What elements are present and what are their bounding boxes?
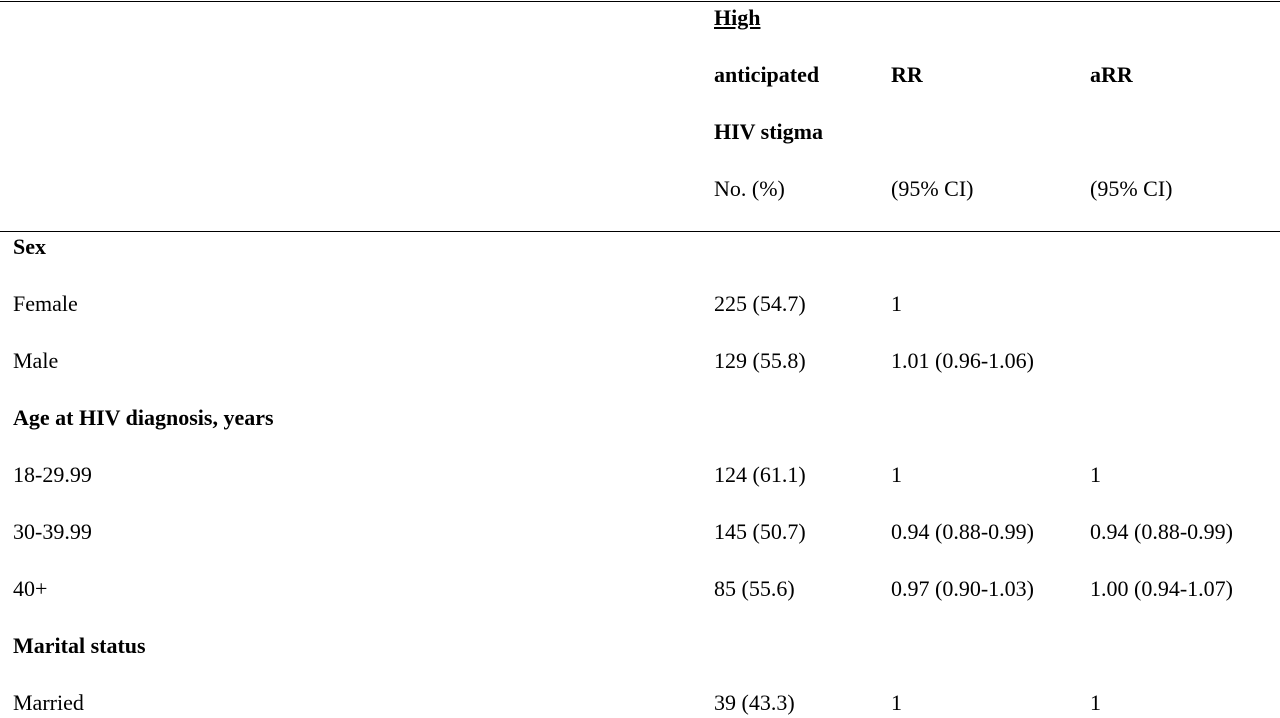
header-text: anticipated — [714, 62, 820, 87]
row-label: Married — [13, 690, 84, 715]
header-rule — [0, 231, 1280, 232]
top-rule — [0, 1, 1280, 2]
row-label: Male — [13, 348, 59, 373]
header-text: High — [714, 5, 761, 30]
header-text: HIV stigma — [714, 119, 823, 144]
cell: 1 — [1090, 690, 1101, 715]
cell: 1 — [891, 690, 902, 715]
row-label: Female — [13, 291, 78, 316]
cell: 124 (61.1) — [714, 462, 806, 487]
cell: 1.00 (0.94-1.07) — [1090, 576, 1233, 601]
cell: 145 (50.7) — [714, 519, 806, 544]
cell: 0.94 (0.88-0.99) — [891, 519, 1034, 544]
cell: 39 (43.3) — [714, 690, 795, 715]
row-label: 18-29.99 — [13, 462, 92, 487]
header-text: (95% CI) — [1090, 176, 1173, 201]
cell: 129 (55.8) — [714, 348, 806, 373]
cell: 0.97 (0.90-1.03) — [891, 576, 1034, 601]
cell: 1.01 (0.96-1.06) — [891, 348, 1034, 373]
row-label: 40+ — [13, 576, 48, 601]
section-label: Sex — [13, 234, 46, 259]
header-text: (95% CI) — [891, 176, 974, 201]
row-label: 30-39.99 — [13, 519, 92, 544]
section-label: Marital status — [13, 633, 146, 658]
cell: 0.94 (0.88-0.99) — [1090, 519, 1233, 544]
header-text: No. (%) — [714, 176, 785, 201]
cell: 85 (55.6) — [714, 576, 795, 601]
header-text: RR — [891, 62, 923, 87]
cell: 1 — [1090, 462, 1101, 487]
header-text: aRR — [1090, 62, 1133, 87]
cell: 225 (54.7) — [714, 291, 806, 316]
cell: 1 — [891, 462, 902, 487]
section-label: Age at HIV diagnosis, years — [13, 405, 274, 430]
cell: 1 — [891, 291, 902, 316]
